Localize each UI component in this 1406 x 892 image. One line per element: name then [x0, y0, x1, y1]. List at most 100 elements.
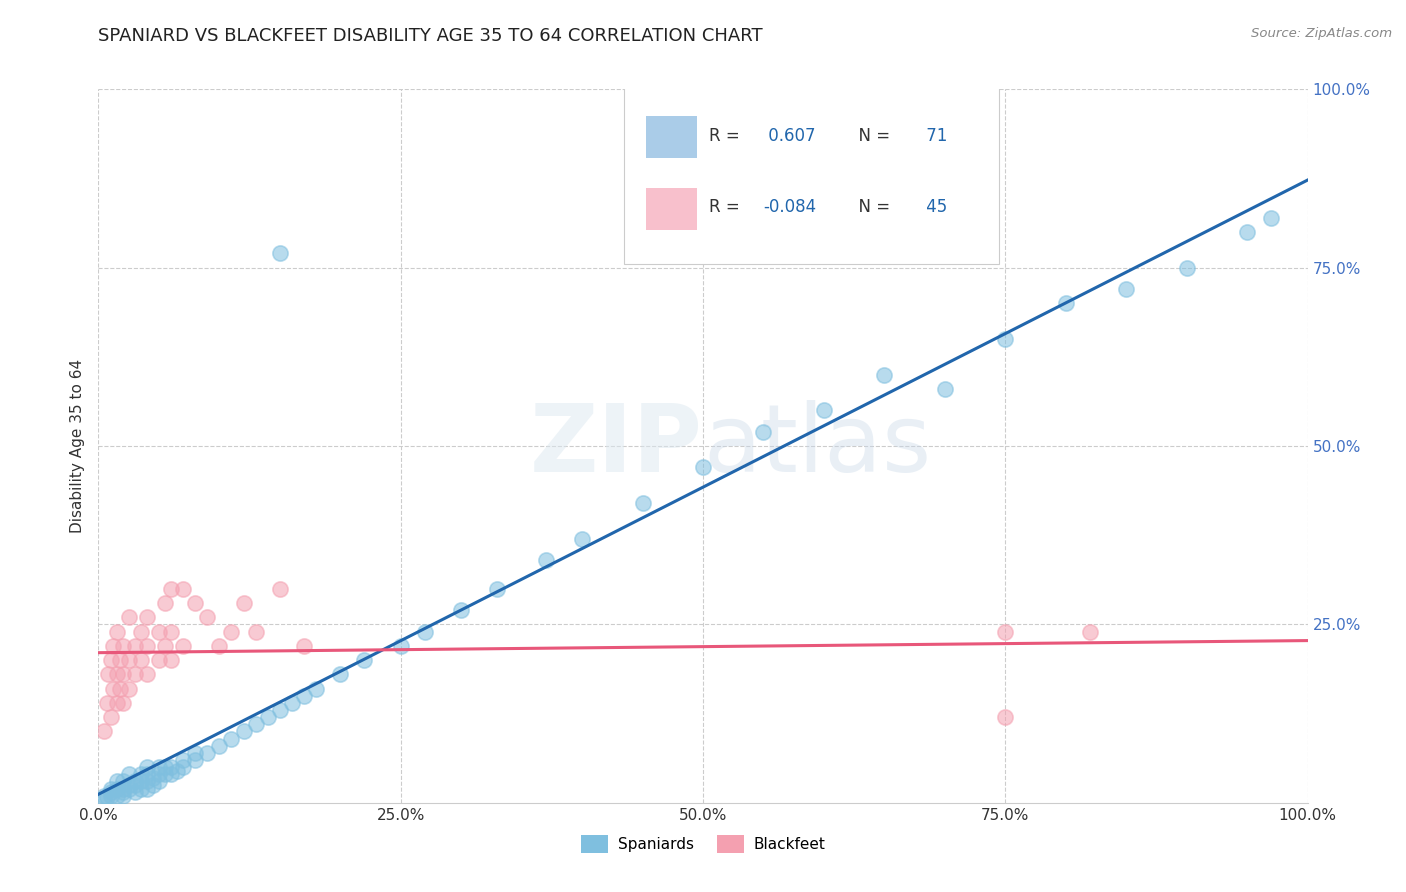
Point — [160, 582, 183, 596]
Text: N =: N = — [848, 127, 896, 145]
Point — [269, 246, 291, 260]
Point — [353, 653, 375, 667]
Point — [129, 781, 152, 796]
Point — [208, 639, 231, 653]
Text: 0.607: 0.607 — [763, 127, 815, 145]
Point — [450, 603, 472, 617]
Point — [135, 760, 157, 774]
Point — [100, 781, 122, 796]
Point — [160, 767, 183, 781]
Point — [184, 596, 207, 610]
Point — [148, 760, 170, 774]
Point — [135, 781, 157, 796]
Text: -0.084: -0.084 — [763, 198, 817, 216]
Point — [160, 624, 183, 639]
Point — [111, 781, 134, 796]
Text: SPANIARD VS BLACKFEET DISABILITY AGE 35 TO 64 CORRELATION CHART: SPANIARD VS BLACKFEET DISABILITY AGE 35 … — [98, 27, 763, 45]
Point — [148, 653, 170, 667]
Text: 45: 45 — [921, 198, 946, 216]
Point — [111, 774, 134, 789]
Point — [108, 681, 131, 696]
Point — [93, 789, 115, 803]
Point — [142, 771, 165, 785]
Point — [1260, 211, 1282, 225]
Point — [281, 696, 304, 710]
Point — [129, 624, 152, 639]
Point — [129, 774, 152, 789]
Point — [105, 667, 128, 681]
Point — [111, 696, 134, 710]
Point — [153, 767, 176, 781]
Point — [269, 703, 291, 717]
Point — [329, 667, 352, 681]
Point — [245, 624, 267, 639]
FancyBboxPatch shape — [647, 116, 697, 159]
Point — [118, 767, 141, 781]
FancyBboxPatch shape — [647, 187, 697, 230]
Point — [153, 760, 176, 774]
Point — [1175, 260, 1198, 275]
Y-axis label: Disability Age 35 to 64: Disability Age 35 to 64 — [69, 359, 84, 533]
Point — [124, 774, 146, 789]
Point — [118, 781, 141, 796]
Point — [135, 610, 157, 624]
Point — [389, 639, 412, 653]
Point — [184, 746, 207, 760]
Point — [1078, 624, 1101, 639]
Point — [232, 596, 254, 610]
Point — [100, 653, 122, 667]
Point — [195, 610, 218, 624]
Point — [100, 789, 122, 803]
Text: N =: N = — [848, 198, 896, 216]
Point — [166, 764, 188, 778]
Point — [1236, 225, 1258, 239]
Point — [994, 710, 1017, 724]
Point — [232, 724, 254, 739]
FancyBboxPatch shape — [624, 86, 1000, 264]
Point — [124, 667, 146, 681]
Point — [1054, 296, 1077, 310]
Point — [292, 689, 315, 703]
Point — [631, 496, 654, 510]
Point — [135, 639, 157, 653]
Point — [101, 681, 124, 696]
Point — [752, 425, 775, 439]
Point — [172, 639, 194, 653]
Point — [195, 746, 218, 760]
Point — [105, 774, 128, 789]
Point — [873, 368, 896, 382]
Point — [571, 532, 593, 546]
Point — [1115, 282, 1137, 296]
Point — [111, 789, 134, 803]
Point — [105, 781, 128, 796]
Point — [118, 681, 141, 696]
Point — [124, 639, 146, 653]
Point — [221, 624, 243, 639]
Point — [124, 785, 146, 799]
Point — [994, 624, 1017, 639]
Point — [813, 403, 835, 417]
Point — [118, 778, 141, 792]
Legend: Spaniards, Blackfeet: Spaniards, Blackfeet — [575, 829, 831, 859]
Point — [118, 653, 141, 667]
Point — [97, 667, 120, 681]
Point — [292, 639, 315, 653]
Point — [135, 667, 157, 681]
Text: Source: ZipAtlas.com: Source: ZipAtlas.com — [1251, 27, 1392, 40]
Point — [269, 582, 291, 596]
Text: R =: R = — [709, 127, 745, 145]
Point — [172, 753, 194, 767]
Point — [105, 624, 128, 639]
Point — [96, 790, 118, 805]
Point — [934, 382, 956, 396]
Point — [153, 639, 176, 653]
Text: atlas: atlas — [703, 400, 931, 492]
Point — [160, 653, 183, 667]
Point — [101, 639, 124, 653]
Text: 71: 71 — [921, 127, 948, 145]
Point — [305, 681, 328, 696]
Text: R =: R = — [709, 198, 745, 216]
Point — [108, 653, 131, 667]
Point — [994, 332, 1017, 346]
Point — [256, 710, 278, 724]
